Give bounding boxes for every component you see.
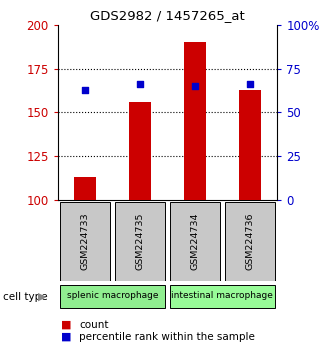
Text: GSM224735: GSM224735 (136, 213, 145, 270)
Point (247, 81, 252, 87)
Bar (129, 102, 151, 200)
Bar (170, 202, 220, 281)
Text: percentile rank within the sample: percentile rank within the sample (79, 332, 255, 342)
Title: GDS2982 / 1457265_at: GDS2982 / 1457265_at (90, 9, 245, 22)
Bar (184, 42, 206, 200)
Text: GSM224733: GSM224733 (81, 213, 90, 270)
Bar (224, 202, 275, 281)
Text: cell type: cell type (3, 292, 48, 302)
Point (192, 83, 198, 89)
Text: count: count (79, 320, 109, 330)
Bar (60, 285, 165, 308)
Bar (115, 202, 165, 281)
Bar (239, 90, 261, 200)
Text: GSM224734: GSM224734 (190, 213, 199, 270)
Text: GSM224736: GSM224736 (245, 213, 254, 270)
Bar (60, 202, 111, 281)
Text: splenic macrophage: splenic macrophage (67, 291, 158, 301)
Text: ■: ■ (61, 332, 72, 342)
Point (82, 87, 88, 92)
Text: intestinal macrophage: intestinal macrophage (171, 291, 273, 301)
Bar (170, 285, 275, 308)
Point (137, 81, 143, 87)
Text: ■: ■ (61, 320, 72, 330)
Bar (74, 177, 96, 200)
Text: ▶: ▶ (38, 292, 47, 302)
